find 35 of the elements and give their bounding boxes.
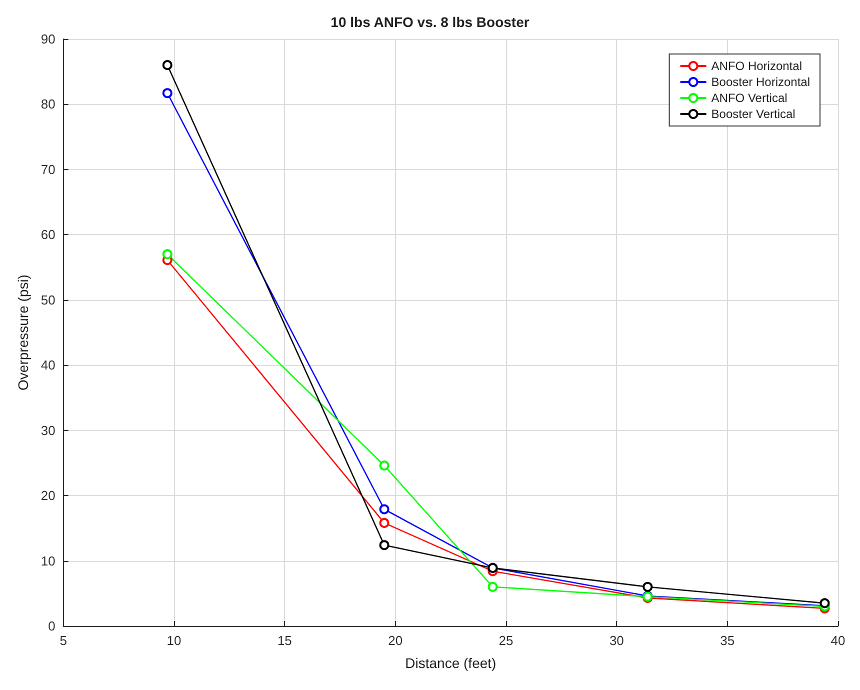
y-tick-label: 80 [40,96,56,112]
point [379,504,390,514]
point [162,60,172,70]
legend-label: ANFO Horizontal [711,59,802,73]
point [488,582,498,592]
x-tick-label: 35 [720,633,735,648]
x-tick-label: 15 [277,633,292,648]
y-tick-label: 20 [40,488,56,504]
point [379,460,390,471]
point [379,540,390,550]
point [162,88,172,98]
x-tick-label: 30 [609,633,624,648]
y-tick-label: 30 [40,422,56,438]
point [379,518,390,528]
y-tick-label: 40 [40,358,56,373]
chart-title: 10 lbs ANFO vs. 8 lbs Booster [330,14,530,30]
y-axis-title: Overpressure (psi) [15,274,31,390]
point [820,598,830,608]
x-tick-label: 20 [388,633,403,648]
legend-label: ANFO Vertical [711,91,788,105]
legend-label: Booster Horizontal [711,75,810,89]
y-tick-label: 0 [48,618,56,634]
x-tick-label: 25 [498,633,514,648]
y-tick-label: 70 [40,162,56,177]
y-tick-label: 60 [40,227,56,242]
y-tick-label: 10 [40,553,56,568]
x-tick-label: 40 [830,633,846,648]
x-tick-label: 5 [60,633,67,648]
y-tick-label: 50 [40,292,56,308]
point [162,249,172,260]
legend-label: Booster Vertical [711,107,796,121]
point [642,582,653,592]
y-tick-label: 90 [40,32,56,46]
x-axis-title: Distance (feet) [405,655,496,671]
x-tick-label: 10 [166,633,182,648]
